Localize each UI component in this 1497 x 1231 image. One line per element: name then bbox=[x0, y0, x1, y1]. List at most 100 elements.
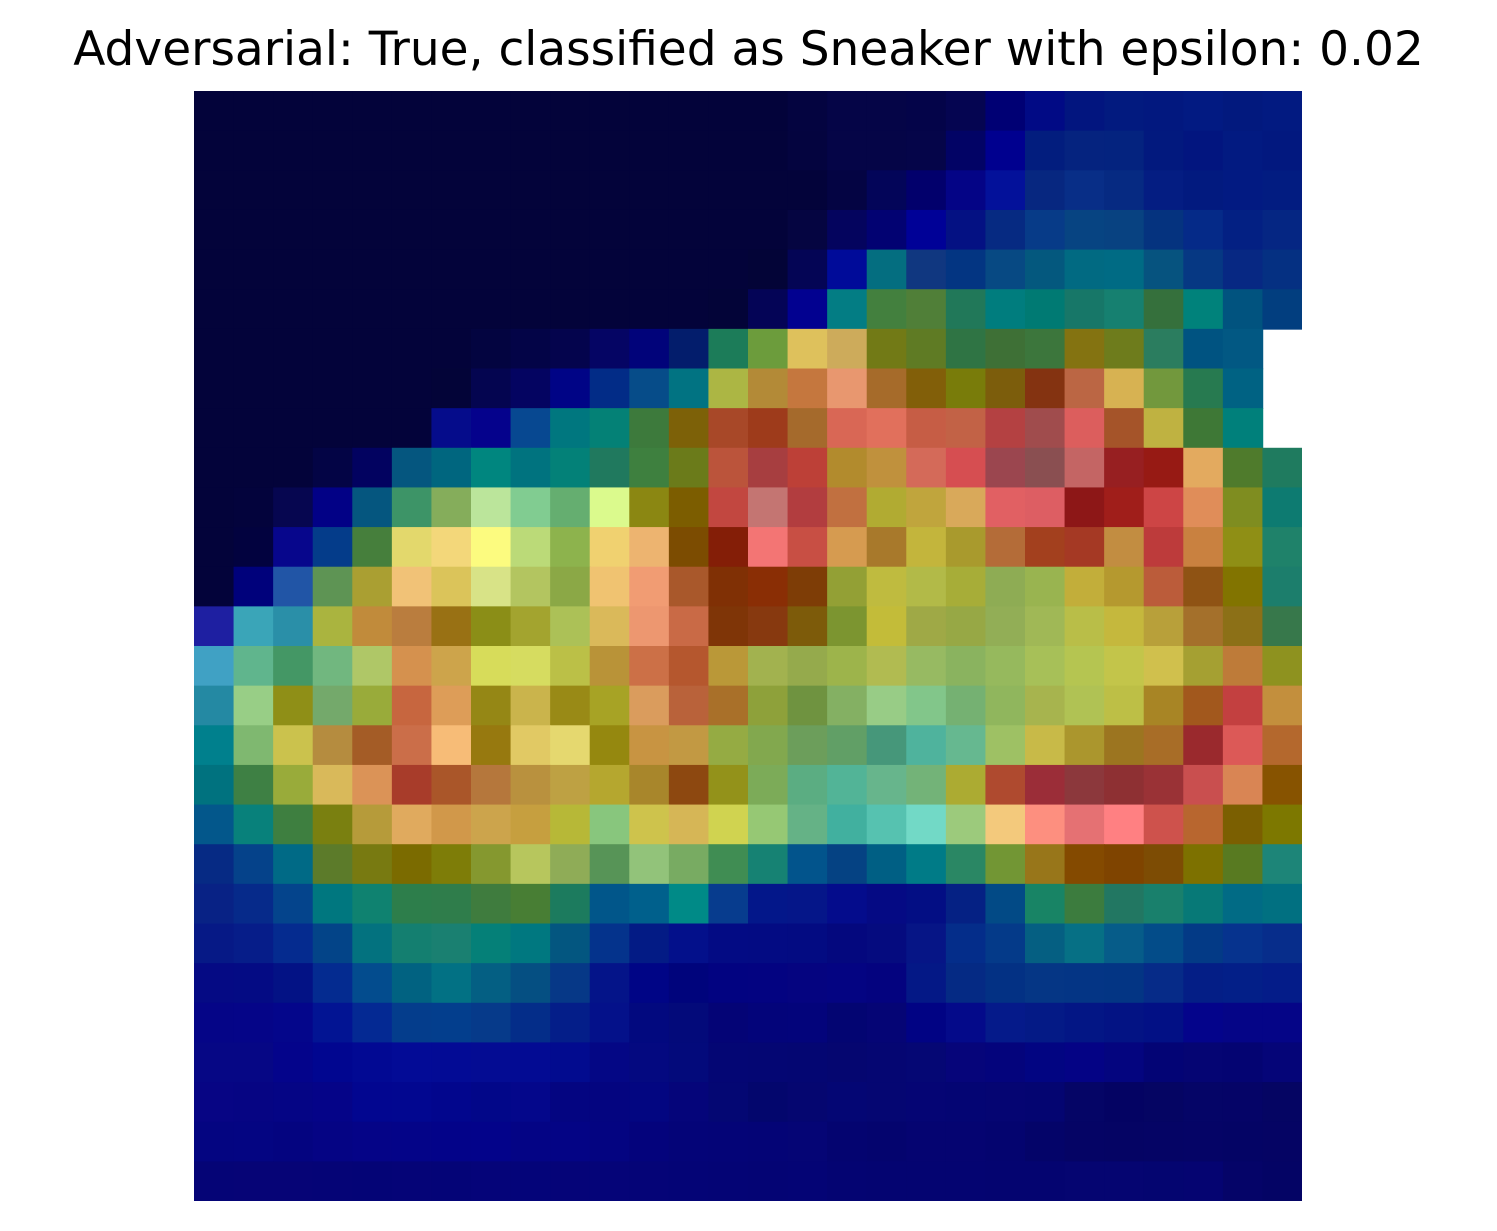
heatmap-cell bbox=[946, 1161, 986, 1201]
heatmap-cell bbox=[985, 963, 1025, 1003]
heatmap-cell bbox=[234, 844, 274, 884]
heatmap-cell bbox=[946, 924, 986, 964]
heatmap-cell bbox=[234, 1003, 274, 1043]
heatmap-cell bbox=[985, 527, 1025, 567]
heatmap-cell bbox=[431, 646, 471, 686]
heatmap-cell bbox=[788, 527, 828, 567]
heatmap-cell bbox=[788, 408, 828, 448]
heatmap-cell bbox=[1065, 646, 1105, 686]
heatmap-cell bbox=[590, 844, 630, 884]
heatmap-cell bbox=[748, 131, 788, 171]
heatmap-cell bbox=[748, 448, 788, 488]
heatmap-cell bbox=[1104, 170, 1144, 210]
heatmap-cell bbox=[708, 1003, 748, 1043]
heatmap-cell bbox=[985, 646, 1025, 686]
heatmap-cell bbox=[708, 329, 748, 369]
heatmap-cell bbox=[234, 131, 274, 171]
heatmap-cell bbox=[431, 765, 471, 805]
heatmap-cell bbox=[985, 1122, 1025, 1162]
heatmap-cell bbox=[906, 606, 946, 646]
heatmap-cell bbox=[352, 91, 392, 131]
heatmap-cell bbox=[313, 250, 353, 290]
heatmap-cell bbox=[827, 91, 867, 131]
heatmap-cell bbox=[1065, 487, 1105, 527]
heatmap-cell bbox=[352, 527, 392, 567]
heatmap-cell bbox=[431, 1003, 471, 1043]
heatmap-cell bbox=[1223, 567, 1263, 607]
heatmap-cell bbox=[511, 646, 551, 686]
heatmap-cell bbox=[392, 408, 432, 448]
heatmap-cell bbox=[1144, 487, 1184, 527]
heatmap-cell bbox=[867, 1122, 907, 1162]
heatmap-cell bbox=[788, 170, 828, 210]
heatmap-cell bbox=[590, 765, 630, 805]
heatmap-cell bbox=[590, 527, 630, 567]
heatmap-cell bbox=[234, 646, 274, 686]
heatmap-cell bbox=[1183, 210, 1223, 250]
heatmap-cell bbox=[629, 170, 669, 210]
heatmap-cell bbox=[511, 210, 551, 250]
heatmap-cell bbox=[352, 487, 392, 527]
heatmap-cell bbox=[1262, 527, 1302, 567]
heatmap-cell bbox=[946, 487, 986, 527]
heatmap-cell bbox=[471, 567, 511, 607]
heatmap-cell bbox=[788, 1082, 828, 1122]
heatmap-cell bbox=[1065, 210, 1105, 250]
heatmap-cell bbox=[867, 131, 907, 171]
heatmap-cell bbox=[1223, 408, 1263, 448]
heatmap-cell bbox=[550, 448, 590, 488]
heatmap-cell bbox=[511, 844, 551, 884]
heatmap-cell bbox=[1065, 606, 1105, 646]
heatmap-cell bbox=[1065, 884, 1105, 924]
heatmap-cell bbox=[708, 765, 748, 805]
heatmap-cell bbox=[550, 289, 590, 329]
heatmap-cell bbox=[590, 646, 630, 686]
heatmap-cell bbox=[669, 1003, 709, 1043]
heatmap-cell bbox=[471, 765, 511, 805]
heatmap-cell bbox=[867, 329, 907, 369]
heatmap-cell bbox=[1025, 844, 1065, 884]
heatmap-cell bbox=[273, 884, 313, 924]
heatmap-cell bbox=[352, 686, 392, 726]
heatmap-cell bbox=[1223, 369, 1263, 409]
heatmap-cell bbox=[669, 408, 709, 448]
heatmap-cell bbox=[194, 567, 234, 607]
heatmap-cell bbox=[906, 170, 946, 210]
heatmap-cell bbox=[629, 646, 669, 686]
heatmap-cell bbox=[511, 725, 551, 765]
heatmap-cell bbox=[352, 646, 392, 686]
heatmap-cell bbox=[708, 686, 748, 726]
heatmap-cell bbox=[827, 765, 867, 805]
heatmap-cell bbox=[471, 884, 511, 924]
heatmap-cell bbox=[590, 805, 630, 845]
heatmap-cell bbox=[1025, 289, 1065, 329]
heatmap-cell bbox=[511, 487, 551, 527]
heatmap-cell bbox=[352, 1161, 392, 1201]
heatmap-cell bbox=[194, 1003, 234, 1043]
heatmap-cell bbox=[708, 1122, 748, 1162]
heatmap-cell bbox=[1065, 686, 1105, 726]
heatmap-cell bbox=[748, 963, 788, 1003]
heatmap-cell bbox=[431, 1082, 471, 1122]
heatmap-cell bbox=[629, 250, 669, 290]
heatmap-cell bbox=[550, 369, 590, 409]
heatmap-cell bbox=[550, 884, 590, 924]
heatmap-cell bbox=[1144, 805, 1184, 845]
heatmap-cell bbox=[629, 487, 669, 527]
heatmap-cell bbox=[1262, 91, 1302, 131]
heatmap-cell bbox=[352, 131, 392, 171]
heatmap-cell bbox=[867, 606, 907, 646]
heatmap-cell bbox=[431, 567, 471, 607]
heatmap-cell bbox=[352, 765, 392, 805]
heatmap-cell bbox=[788, 646, 828, 686]
heatmap-cell bbox=[906, 527, 946, 567]
heatmap-cell bbox=[788, 606, 828, 646]
heatmap-cell bbox=[867, 250, 907, 290]
heatmap-cell bbox=[590, 686, 630, 726]
heatmap-cell bbox=[511, 448, 551, 488]
heatmap-cell bbox=[708, 91, 748, 131]
heatmap-cell bbox=[985, 329, 1025, 369]
heatmap-cell bbox=[1223, 1161, 1263, 1201]
heatmap-cell bbox=[1065, 844, 1105, 884]
heatmap-cell bbox=[1025, 131, 1065, 171]
